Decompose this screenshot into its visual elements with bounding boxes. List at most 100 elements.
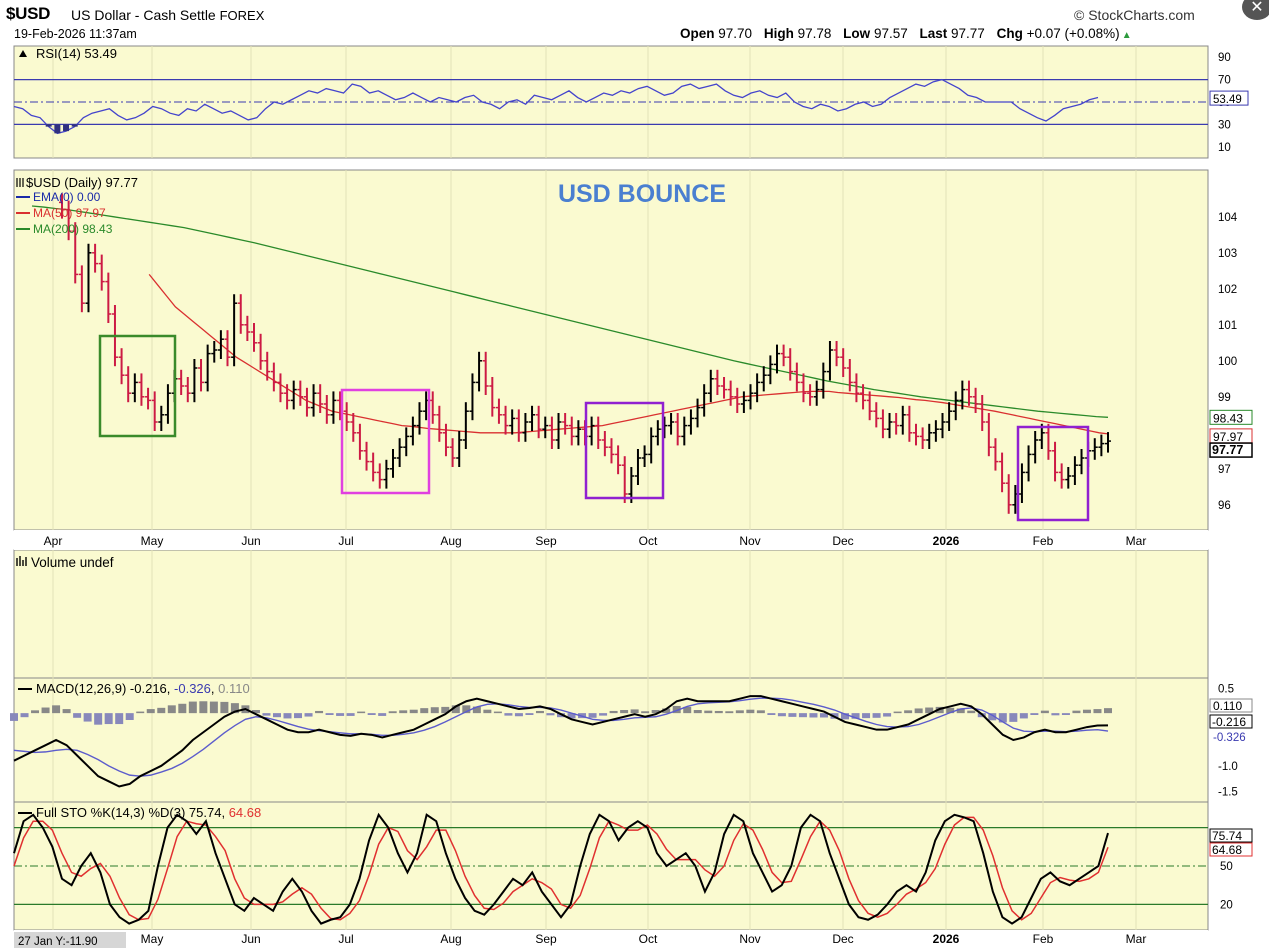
macd-histogram-bar [1009, 713, 1018, 722]
low-value: 97.57 [873, 26, 908, 41]
volume-title: Volume undef [31, 555, 114, 570]
macd-signal-line [13, 697, 1109, 777]
macd-histogram-bar [1051, 713, 1060, 716]
sto-k-legend: 75.74 [189, 805, 222, 820]
macd-histogram-bar [798, 713, 807, 718]
bottom-x-tick-label: Nov [739, 932, 760, 946]
macd-histogram-bar [819, 713, 828, 718]
close-icon[interactable]: ✕ [1242, 0, 1269, 20]
instrument-name: US Dollar - Cash Settle [71, 7, 216, 23]
x-tick-label: Mar [1126, 534, 1147, 548]
footer-note-bg [14, 932, 126, 948]
price-y-tick: 99 [1218, 392, 1231, 404]
bottom-date-axis-strip [14, 930, 1208, 948]
rsi-oversold-fill [45, 124, 52, 127]
price-legend-item: EMA(0) 0.00 [33, 190, 101, 204]
x-tick-label: Aug [440, 534, 461, 548]
macd-histogram-bar [31, 710, 40, 714]
macd-histogram-bar [115, 713, 124, 725]
open-value: 97.70 [718, 26, 753, 41]
quote-summary: Open 97.70 High 97.78 Low 97.57 Last 97.… [680, 26, 1132, 41]
macd-histogram-bar [262, 713, 271, 716]
macd-histogram-bar [714, 710, 723, 714]
macd-histogram-bar [178, 703, 187, 714]
brand-name: StockCharts.com [1088, 7, 1195, 23]
macd-histogram-bar [872, 713, 881, 718]
price-y-tick: 96 [1218, 500, 1231, 512]
macd-histogram-bar [535, 710, 544, 714]
sto-k-badge [1209, 828, 1253, 843]
sto-d-last: 64.68 [1212, 843, 1242, 857]
bottom-x-tick-label: Oct [639, 932, 658, 946]
macd-histogram-bar [756, 710, 765, 714]
macd-histogram-bar [62, 709, 71, 714]
sto-d-line [13, 816, 1109, 921]
macd-histogram-bar [294, 713, 303, 719]
usd-bounce-annotation: USD BOUNCE [558, 180, 726, 208]
bottom-x-tick-label: Aug [440, 932, 461, 946]
high-value: 97.78 [797, 26, 832, 41]
rsi-line [13, 78, 1099, 135]
macd-histogram-bar [472, 706, 481, 714]
macd-histogram-bar [630, 709, 639, 714]
macd-histogram-bar [946, 707, 955, 714]
bottom-x-tick-label: Feb [1033, 932, 1054, 946]
ticker-symbol: $USD [6, 4, 51, 23]
macd-histogram-bar [104, 713, 113, 725]
price-last-value: 97.77 [1212, 443, 1243, 457]
ma50-last-value: 97.97 [1213, 430, 1243, 444]
macd-histogram-bar [136, 711, 145, 714]
ma200-last-value-bg [1209, 409, 1253, 425]
macd-histogram-bar [325, 713, 334, 715]
macd-histogram-bar [735, 710, 744, 714]
rsi-last-badge [1209, 90, 1249, 106]
macd-histogram-bar [904, 710, 913, 714]
macd-histogram-bar [683, 706, 692, 714]
macd-histogram-bar [651, 710, 660, 714]
macd-histogram-bar [357, 711, 366, 714]
macd-histogram-bar [883, 713, 892, 717]
macd-histogram-bar [525, 713, 534, 715]
macd-signal-last: -0.326 [1213, 732, 1246, 744]
macd-histogram-bar [41, 707, 50, 714]
macd-histogram-bar [662, 708, 671, 714]
bottom-x-tick-label: Mar [1126, 932, 1147, 946]
macd-histogram-bar [1082, 709, 1091, 714]
macd-histogram-bar [220, 701, 229, 714]
macd-histogram-bar [1019, 713, 1028, 719]
highlight-box-sep [584, 401, 665, 500]
exchange-label: FOREX [219, 8, 265, 23]
macd-histogram-bar [599, 713, 608, 716]
macd-histogram-bar [157, 707, 166, 714]
bottom-x-tick-label: Jun [241, 932, 260, 946]
macd-legend-value: -0.326 [174, 681, 211, 696]
rsi-marker-icon [19, 50, 27, 57]
macd-histogram-bar [388, 711, 397, 714]
macd-histogram-bar [146, 709, 155, 714]
rsi-oversold-fill [71, 124, 78, 127]
chg-label: Chg [996, 26, 1023, 41]
macd-histogram-bar [1072, 710, 1081, 714]
macd-histogram-bar [304, 713, 313, 717]
x-tick-label: Feb [1033, 534, 1054, 548]
macd-histogram-bar [483, 709, 492, 714]
macd-histogram-bar [188, 701, 197, 714]
x-tick-label: Sep [535, 534, 557, 548]
date-axis-strip [14, 530, 1208, 550]
macd-histogram-bar [230, 703, 239, 714]
macd-legend-value: , [167, 681, 174, 696]
macd-histogram-bar [704, 710, 713, 714]
macd-last-value: -0.216 [1212, 715, 1246, 729]
macd-y-tick: 0.5 [1218, 683, 1234, 695]
macd-legend-value: 0.110 [218, 681, 250, 696]
macd-histogram-bar [609, 710, 618, 714]
macd-histogram-bar [767, 713, 776, 715]
macd-histogram-bar [725, 711, 734, 714]
macd-histogram-bar [1104, 708, 1112, 714]
bottom-x-tick-label: May [141, 932, 164, 946]
price-y-tick: 104 [1218, 212, 1238, 224]
vol-panel-background [13, 549, 1209, 679]
macd-histogram-bar [462, 705, 471, 714]
rsi-oversold-fill [54, 124, 61, 134]
